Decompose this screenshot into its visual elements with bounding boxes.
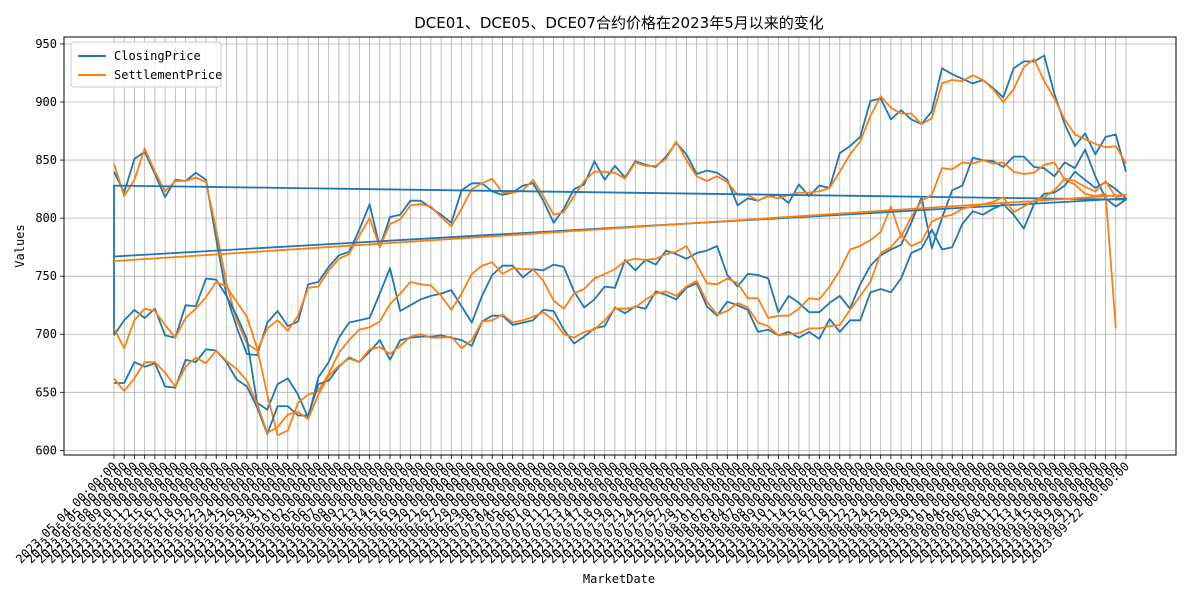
plot-frame (63, 36, 1177, 456)
y-tick-label: 750 (35, 269, 57, 283)
x-axis-label: MarketDate (583, 572, 655, 586)
series-line-dce01-settlement (113, 58, 1127, 352)
y-tick-label: 950 (35, 37, 57, 51)
legend-label-settlement: SettlementPrice (114, 68, 222, 82)
y-tick-label: 600 (35, 443, 57, 457)
series-line-dce07-settlement (113, 177, 1127, 434)
y-tick-label: 850 (35, 153, 57, 167)
y-axis-label: Values (13, 224, 27, 267)
legend: ClosingPrice SettlementPrice (70, 41, 222, 88)
y-tick-label: 800 (35, 211, 57, 225)
series-line-dce01-closing (113, 54, 1127, 357)
y-tick-label: 900 (35, 95, 57, 109)
legend-label-closing: ClosingPrice (114, 49, 201, 63)
series-line-dce05-settlement (113, 159, 1117, 437)
chart-title: DCE01、DCE05、DCE07合约价格在2023年5月以来的变化 (414, 14, 823, 32)
y-axis: 600 650 700 750 800 850 900 950 (35, 37, 64, 457)
y-tick-label: 650 (35, 385, 57, 399)
y-tick-label: 700 (35, 327, 57, 341)
series-line-dce05-closing (113, 148, 1127, 419)
series-layer (113, 54, 1127, 437)
legend-box (70, 41, 222, 88)
series-line-dce07-closing (113, 170, 1127, 436)
